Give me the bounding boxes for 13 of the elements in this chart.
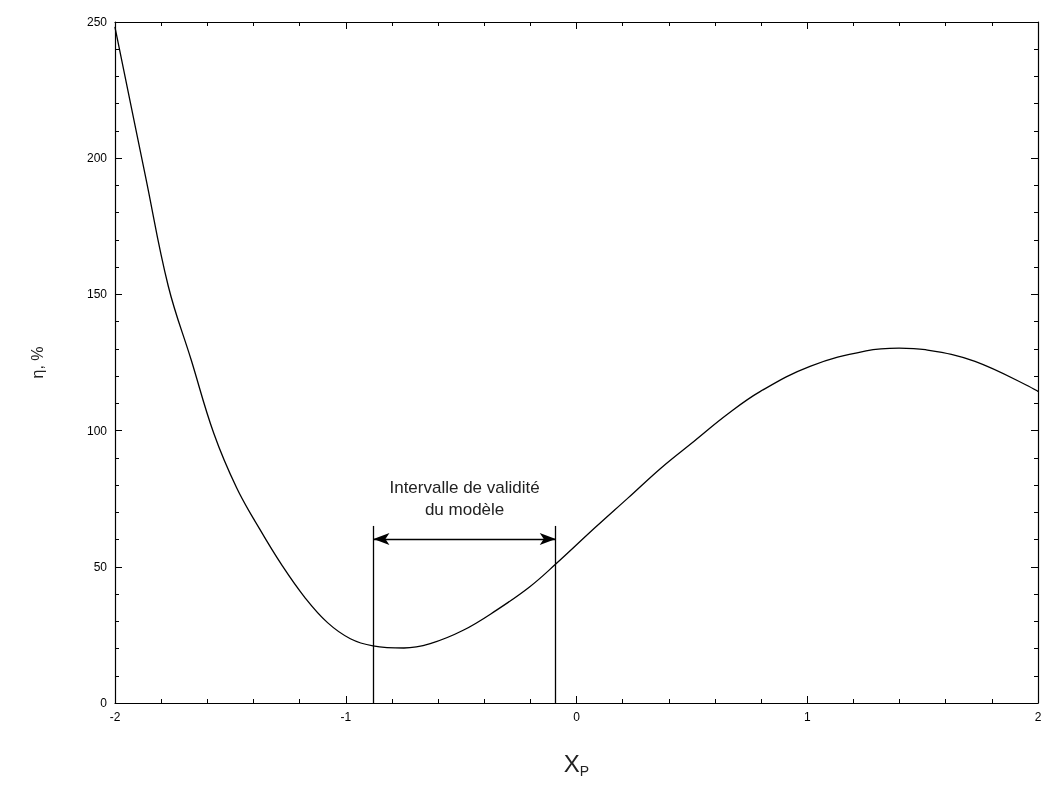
- x-tick-label: -2: [109, 710, 121, 724]
- x-tick-label: 1: [803, 710, 811, 724]
- x-tick-label: -1: [340, 710, 352, 724]
- y-tick-label: 200: [86, 151, 108, 166]
- y-axis-title: η, %: [28, 346, 46, 379]
- y-tick-label: 50: [93, 559, 108, 574]
- x-tick-label: 0: [573, 710, 581, 724]
- y-tick-label: 250: [86, 15, 108, 29]
- y-tick-label: 100: [86, 423, 108, 438]
- y-tick-label: 0: [100, 696, 108, 710]
- y-tick-label: 150: [86, 287, 108, 302]
- annotation: Intervalle de validité du modèle: [389, 478, 540, 520]
- x-tick-label: 2: [1034, 710, 1042, 724]
